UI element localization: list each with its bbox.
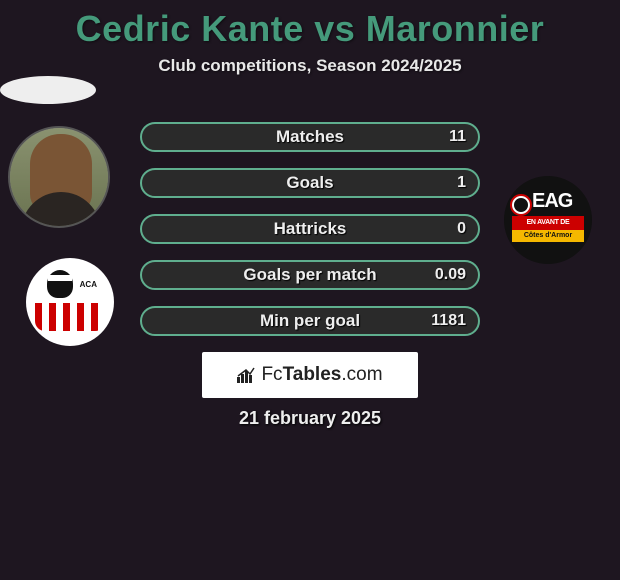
- right-club-badge: EAG EN AVANT DE GUINGAMP Côtes d'Armor: [504, 176, 592, 264]
- stat-value-right: 0: [457, 220, 466, 238]
- stat-value-right: 1181: [431, 312, 466, 330]
- stat-row: Goals per match0.09: [140, 260, 480, 290]
- bars-icon: [237, 367, 257, 383]
- left-club-badge: ACA: [26, 258, 114, 346]
- brand-prefix: Fc: [261, 364, 282, 385]
- aca-code: ACA: [80, 281, 97, 289]
- stat-value-right: 11: [449, 128, 466, 146]
- avatar: [10, 128, 108, 226]
- stat-value-right: 1: [457, 174, 466, 192]
- stat-value-right: 0.09: [435, 266, 466, 284]
- stat-label: Matches: [142, 127, 478, 147]
- brand-box: FcTables.com: [202, 352, 418, 398]
- page-subtitle: Club competitions, Season 2024/2025: [0, 56, 620, 76]
- stat-row: Hattricks0: [140, 214, 480, 244]
- stat-label: Goals per match: [142, 265, 478, 285]
- stat-row: Min per goal1181: [140, 306, 480, 336]
- brand-text: FcTables.com: [261, 364, 382, 386]
- eag-logo-icon: EAG EN AVANT DE GUINGAMP Côtes d'Armor: [504, 176, 592, 264]
- stat-row: Matches11: [140, 122, 480, 152]
- eag-line1: EN AVANT DE GUINGAMP: [512, 216, 584, 230]
- right-player-photo: [0, 76, 96, 104]
- brand-bold: Tables: [283, 364, 342, 385]
- stat-label: Min per goal: [142, 311, 478, 331]
- aca-logo-icon: ACA: [35, 267, 105, 337]
- page-title: Cedric Kante vs Maronnier: [0, 0, 620, 50]
- comparison-date: 21 february 2025: [0, 408, 620, 429]
- stat-label: Hattricks: [142, 219, 478, 239]
- eag-line2: Côtes d'Armor: [512, 230, 584, 242]
- stat-label: Goals: [142, 173, 478, 193]
- brand-suffix: .com: [341, 364, 382, 385]
- stats-table: Matches11 Goals1 Hattricks0 Goals per match…: [140, 122, 480, 352]
- eag-code: EAG: [532, 190, 572, 213]
- stat-row: Goals1: [140, 168, 480, 198]
- left-player-photo: [8, 126, 110, 228]
